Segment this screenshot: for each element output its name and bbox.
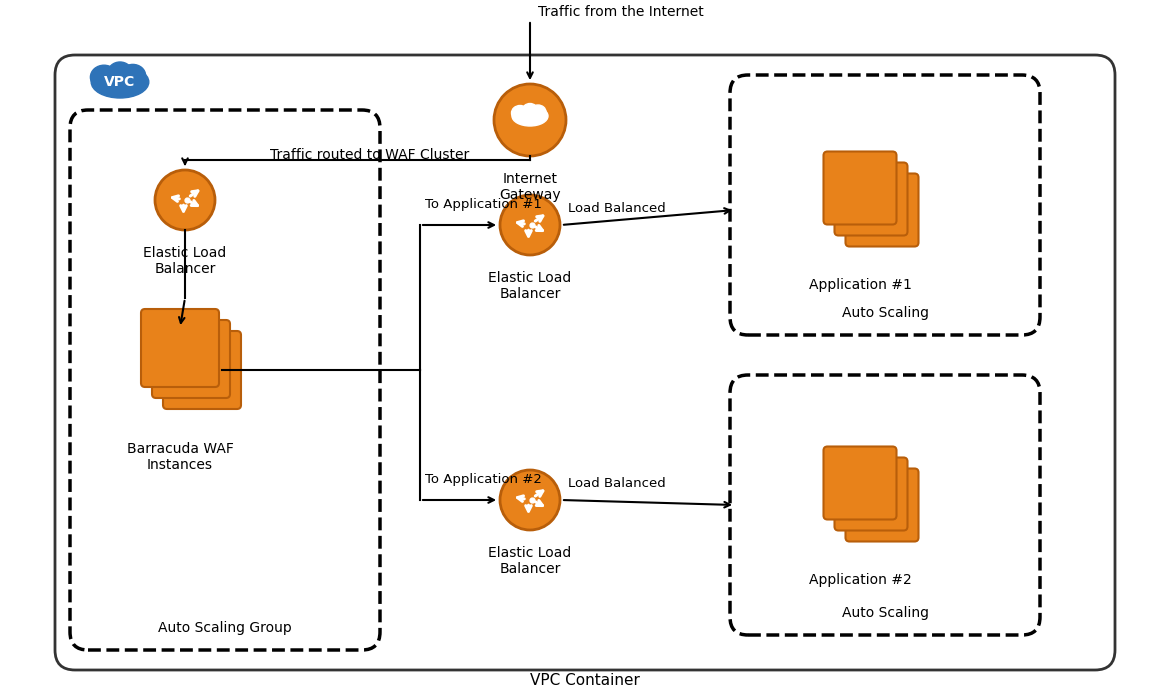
Text: Internet
Gateway: Internet Gateway [500, 172, 560, 202]
FancyBboxPatch shape [834, 162, 908, 235]
FancyBboxPatch shape [846, 174, 918, 246]
Text: Auto Scaling: Auto Scaling [841, 606, 929, 620]
Text: Load Balanced: Load Balanced [567, 202, 666, 215]
Text: Auto Scaling Group: Auto Scaling Group [158, 621, 291, 635]
FancyBboxPatch shape [824, 151, 896, 225]
FancyBboxPatch shape [824, 447, 896, 519]
Text: Elastic Load
Balancer: Elastic Load Balancer [144, 246, 227, 276]
Text: Elastic Load
Balancer: Elastic Load Balancer [488, 271, 572, 301]
Text: Traffic from the Internet: Traffic from the Internet [538, 5, 703, 19]
Text: VPC Container: VPC Container [530, 673, 640, 688]
Ellipse shape [523, 104, 537, 116]
Text: Auto Scaling: Auto Scaling [841, 306, 929, 320]
Text: Traffic routed to WAF Cluster: Traffic routed to WAF Cluster [270, 148, 469, 162]
Ellipse shape [511, 106, 529, 120]
FancyBboxPatch shape [152, 320, 230, 398]
Circle shape [500, 470, 560, 530]
Ellipse shape [90, 65, 118, 89]
FancyBboxPatch shape [55, 55, 1115, 670]
Ellipse shape [512, 106, 548, 126]
Text: Elastic Load
Balancer: Elastic Load Balancer [488, 546, 572, 576]
Ellipse shape [91, 66, 149, 98]
Text: Barracuda WAF
Instances: Barracuda WAF Instances [126, 442, 234, 472]
FancyBboxPatch shape [163, 331, 241, 409]
Ellipse shape [121, 64, 145, 87]
FancyBboxPatch shape [834, 458, 908, 531]
FancyBboxPatch shape [142, 309, 219, 387]
Text: Load Balanced: Load Balanced [567, 477, 666, 490]
Text: Application #2: Application #2 [808, 573, 911, 587]
Circle shape [500, 195, 560, 255]
Text: VPC: VPC [104, 75, 136, 89]
Ellipse shape [530, 105, 546, 119]
Circle shape [494, 84, 566, 156]
Ellipse shape [108, 62, 132, 83]
Circle shape [154, 170, 215, 230]
Text: To Application #2: To Application #2 [425, 473, 542, 486]
Text: Application #1: Application #1 [808, 278, 911, 292]
Text: To Application #1: To Application #1 [425, 198, 542, 211]
FancyBboxPatch shape [846, 468, 918, 542]
